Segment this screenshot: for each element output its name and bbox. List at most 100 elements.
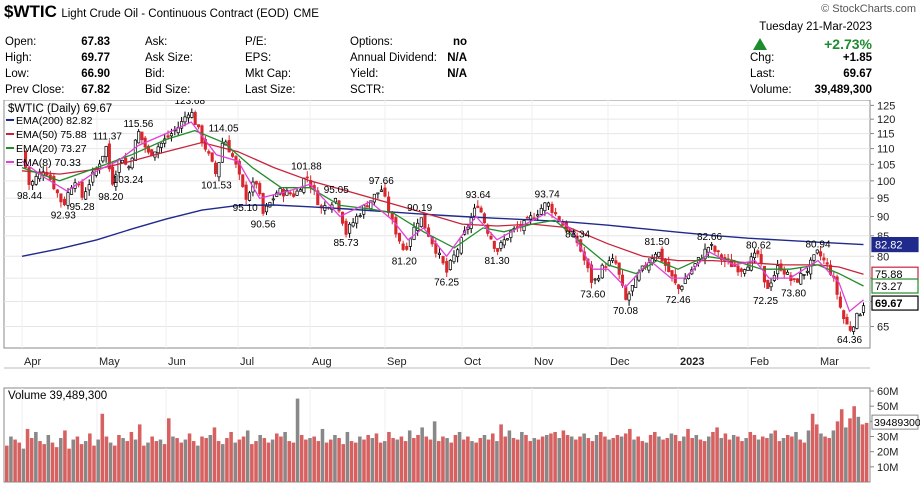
volume-bar bbox=[864, 422, 869, 482]
volume-bar bbox=[860, 424, 865, 482]
candle-body bbox=[657, 251, 661, 258]
price-annotation: 95.05 bbox=[324, 185, 349, 196]
volume-bar bbox=[819, 433, 823, 482]
volume-bar bbox=[158, 439, 163, 482]
candle-body bbox=[190, 112, 194, 118]
volume-bar bbox=[241, 436, 246, 482]
volume-bar bbox=[515, 439, 520, 482]
volume-tick-label: 60M bbox=[877, 386, 898, 398]
volume-bar bbox=[129, 431, 134, 482]
candle-body bbox=[441, 256, 445, 264]
last-value-marker bbox=[871, 278, 919, 294]
candle-body bbox=[459, 237, 463, 254]
candle-body bbox=[120, 159, 124, 164]
volume-bar bbox=[524, 435, 528, 482]
candle-body bbox=[809, 259, 813, 275]
volume-bar bbox=[798, 439, 802, 482]
volume-bar bbox=[848, 418, 852, 482]
candle-body bbox=[80, 181, 84, 198]
quote-label: Open: bbox=[5, 36, 37, 48]
volume-bar bbox=[815, 424, 819, 482]
candle-body bbox=[264, 205, 269, 213]
volume-bar bbox=[802, 442, 807, 482]
candle-body bbox=[292, 193, 296, 197]
volume-bar bbox=[133, 439, 138, 482]
month-tick-label: Oct bbox=[464, 356, 481, 368]
quote-label: SCTR: bbox=[350, 84, 385, 96]
volume-bar bbox=[304, 439, 308, 482]
candle-body bbox=[845, 316, 849, 325]
candle-body bbox=[295, 190, 299, 196]
volume-bar bbox=[96, 439, 100, 482]
volume-bar bbox=[528, 441, 532, 482]
volume-bar bbox=[553, 431, 557, 482]
volume-tick-label: 50M bbox=[877, 401, 898, 413]
candle-body bbox=[746, 266, 750, 272]
volume-bar bbox=[611, 438, 616, 482]
price-annotation: 81.30 bbox=[484, 256, 509, 267]
candle-body bbox=[536, 214, 540, 217]
volume-bar bbox=[424, 436, 429, 482]
price-annotation: 92.93 bbox=[51, 211, 76, 222]
volume-bar bbox=[677, 441, 682, 482]
volume-bar bbox=[495, 441, 499, 482]
volume-bar bbox=[167, 418, 171, 482]
volume-bar bbox=[823, 436, 827, 482]
candle-body bbox=[271, 198, 275, 201]
candle-body bbox=[214, 162, 218, 174]
candle-body bbox=[819, 251, 823, 257]
candle-body bbox=[703, 248, 707, 260]
price-annotation: 80.94 bbox=[805, 239, 830, 250]
volume-bar bbox=[412, 438, 416, 482]
candle-body bbox=[779, 263, 783, 271]
volume-bar bbox=[632, 439, 636, 482]
up-arrow-icon bbox=[753, 38, 767, 50]
volume-tick-label: 10M bbox=[877, 462, 898, 474]
volume-bar bbox=[316, 441, 321, 482]
price-annotation: 98.44 bbox=[17, 191, 42, 202]
volume-bar bbox=[673, 435, 678, 482]
volume-bar bbox=[478, 438, 483, 482]
candle-body bbox=[207, 151, 211, 154]
volume-bar bbox=[63, 430, 67, 482]
last-value-label: 73.27 bbox=[875, 281, 903, 293]
candle-body bbox=[365, 205, 369, 208]
volume-bar bbox=[623, 433, 628, 482]
volume-bar bbox=[723, 433, 728, 482]
candle-body bbox=[634, 276, 638, 288]
ema20-line bbox=[21, 129, 864, 287]
candle-body bbox=[351, 222, 355, 227]
volume-bar bbox=[586, 438, 591, 482]
volume-bar bbox=[50, 442, 55, 482]
volume-bar bbox=[711, 431, 715, 482]
volume-bar bbox=[353, 442, 358, 482]
volume-bar bbox=[499, 424, 503, 482]
volume-bar bbox=[835, 421, 840, 482]
candle-body bbox=[842, 310, 846, 320]
candle-body bbox=[333, 197, 337, 203]
volume-bar bbox=[345, 431, 350, 482]
volume-bar bbox=[839, 409, 844, 482]
volume-bar bbox=[270, 439, 275, 482]
volume-bar bbox=[71, 439, 76, 482]
last-value-label: 75.88 bbox=[875, 269, 903, 281]
candle-body bbox=[677, 284, 681, 290]
volume-bar bbox=[287, 441, 292, 482]
volume-bar bbox=[702, 441, 707, 482]
candle-body bbox=[159, 142, 163, 148]
volume-bar bbox=[574, 439, 578, 482]
candle-body bbox=[387, 196, 391, 214]
volume-bar bbox=[420, 427, 424, 482]
candle-body bbox=[298, 189, 303, 192]
candle-body bbox=[660, 248, 664, 262]
price-tick-label: 95 bbox=[877, 193, 889, 205]
volume-bar bbox=[171, 436, 175, 482]
candle-body bbox=[107, 143, 111, 170]
price-annotation: 90.19 bbox=[407, 203, 432, 214]
volume-bar bbox=[794, 431, 798, 482]
volume-bar bbox=[117, 435, 121, 482]
candle-body bbox=[852, 326, 856, 332]
price-tick-label: 100 bbox=[877, 176, 895, 188]
volume-bar bbox=[428, 439, 433, 482]
volume-bar bbox=[108, 442, 113, 482]
